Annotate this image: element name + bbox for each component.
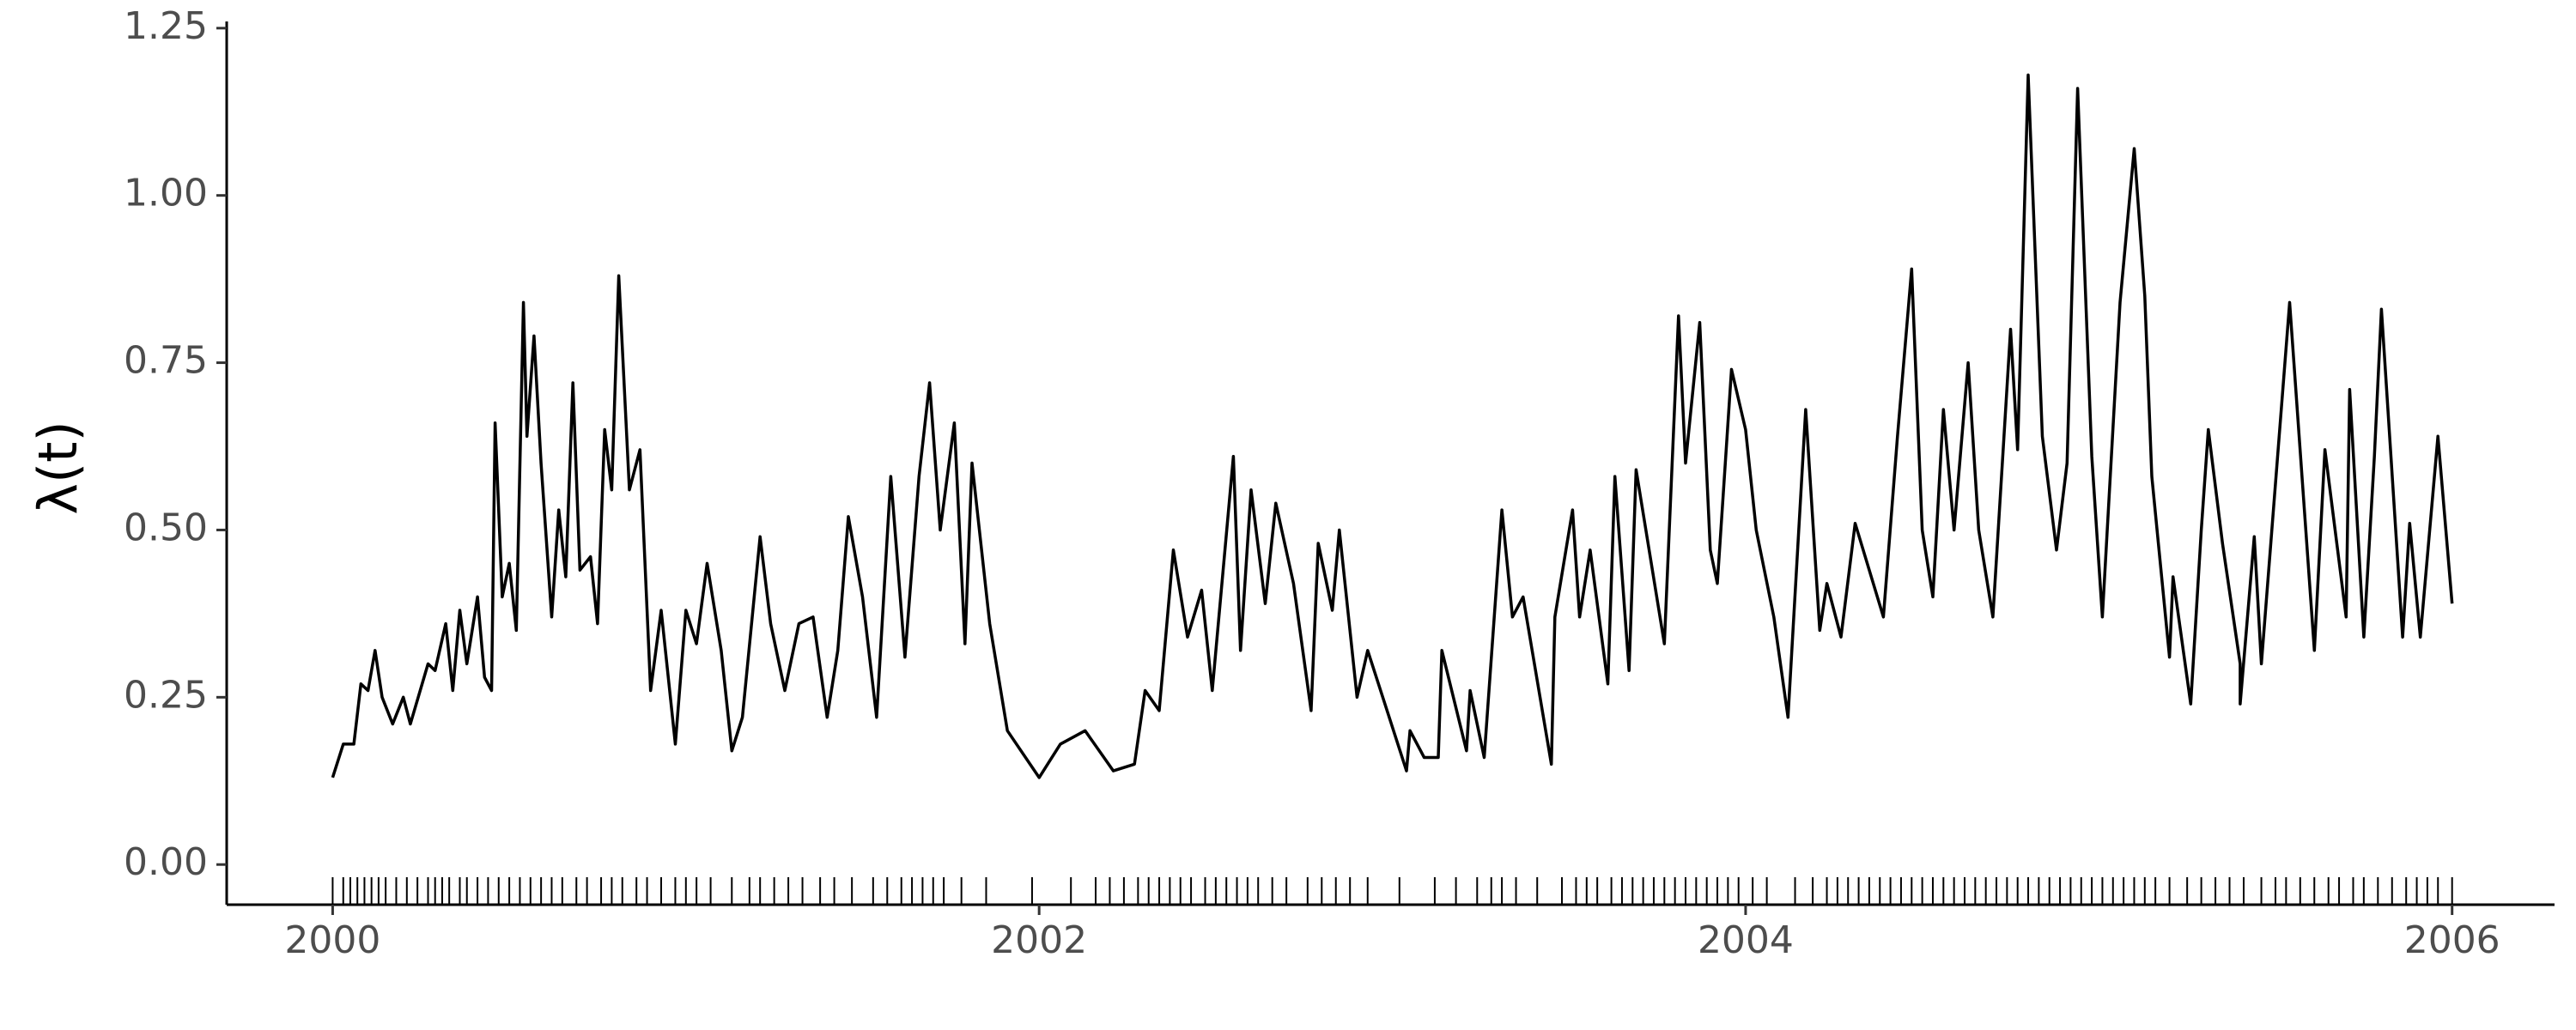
x-tick-label: 2000 [284, 918, 380, 962]
y-tick-label: 1.00 [124, 172, 208, 215]
x-tick-label: 2006 [2404, 918, 2500, 962]
y-axis-label: λ(t) [27, 421, 89, 514]
x-tick-label: 2004 [1698, 918, 1794, 962]
y-tick-label: 0.75 [124, 339, 208, 383]
y-tick-label: 0.25 [124, 673, 208, 717]
y-tick-label: 1.25 [124, 4, 208, 48]
x-tick-label: 2002 [991, 918, 1087, 962]
y-tick-label: 0.50 [124, 506, 208, 549]
line [331, 73, 2454, 779]
y-tick-label: 0.00 [124, 840, 208, 884]
